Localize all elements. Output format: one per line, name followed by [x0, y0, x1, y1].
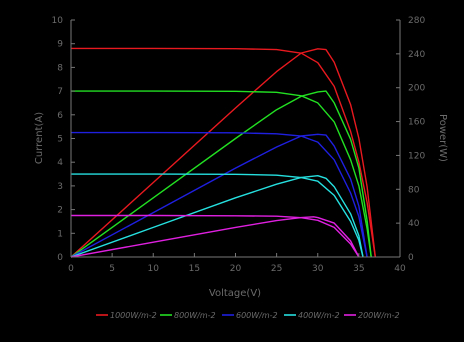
legend-label-4: 200W/m-2 — [358, 311, 400, 320]
x-tick-label: 0 — [68, 264, 74, 274]
iv-curve-3 — [71, 173, 364, 258]
y-right-tick-label: 80 — [408, 185, 420, 195]
y-right-axis-title: Power(W) — [437, 114, 448, 162]
y-right-tick-label: 0 — [408, 253, 414, 263]
y-left-tick-label: 1 — [57, 229, 63, 239]
y-left-tick-label: 6 — [57, 111, 63, 121]
y-left-tick-label: 10 — [52, 16, 64, 26]
y-left-tick-label: 2 — [57, 206, 63, 216]
legend-label-0: 1000W/m-2 — [110, 311, 157, 320]
curves-layer — [70, 47, 376, 258]
x-tick-label: 25 — [271, 264, 282, 274]
x-tick-label: 40 — [394, 264, 406, 274]
y-left-tick-label: 3 — [57, 182, 63, 192]
pv-curve-2 — [70, 133, 368, 258]
pv-curve-4 — [70, 216, 360, 258]
legend-label-3: 400W/m-2 — [298, 311, 340, 320]
x-tick-label: 30 — [312, 264, 324, 274]
pv-curve-0 — [70, 48, 376, 258]
iv-curve-4 — [71, 214, 360, 258]
y-left-axis-title: Current(A) — [34, 112, 45, 164]
y-right-tick-label: 280 — [408, 16, 425, 26]
y-right-tick-label: 40 — [408, 219, 420, 229]
x-axis-title: Voltage(V) — [209, 288, 261, 299]
y-right-tick-label: 120 — [408, 151, 425, 161]
iv-curve-2 — [71, 131, 368, 258]
x-tick-label: 35 — [353, 264, 364, 274]
legend: 1000W/m-2 800W/m-2 600W/m-2 400W/m-2 200W/m-… — [96, 311, 400, 320]
legend-label-1: 800W/m-2 — [174, 311, 216, 320]
y-left-ticks: 0 1 2 3 4 5 6 7 8 9 10 — [52, 16, 75, 263]
y-left-tick-label: 7 — [57, 87, 63, 97]
y-right-tick-label: 160 — [408, 118, 425, 128]
y-left-tick-label: 0 — [57, 253, 63, 263]
y-left-tick-label: 5 — [57, 135, 63, 145]
x-tick-label: 20 — [230, 264, 242, 274]
pv-curve-1 — [70, 90, 372, 258]
legend-label-2: 600W/m-2 — [236, 311, 278, 320]
y-right-tick-label: 240 — [408, 50, 425, 60]
x-ticks: 0 5 10 15 20 25 30 35 40 — [68, 253, 406, 274]
y-left-tick-label: 9 — [57, 40, 63, 50]
x-tick-label: 15 — [189, 264, 200, 274]
y-right-ticks: 0 40 80 120 160 200 240 280 — [396, 16, 425, 263]
x-tick-label: 10 — [148, 264, 160, 274]
pv-curve-3 — [70, 175, 364, 258]
y-left-tick-label: 8 — [57, 63, 63, 73]
iv-curve-1 — [71, 90, 372, 258]
y-left-tick-label: 4 — [57, 158, 63, 168]
y-right-tick-label: 200 — [408, 84, 425, 94]
iv-curve-0 — [71, 47, 376, 258]
x-tick-label: 5 — [109, 264, 115, 274]
